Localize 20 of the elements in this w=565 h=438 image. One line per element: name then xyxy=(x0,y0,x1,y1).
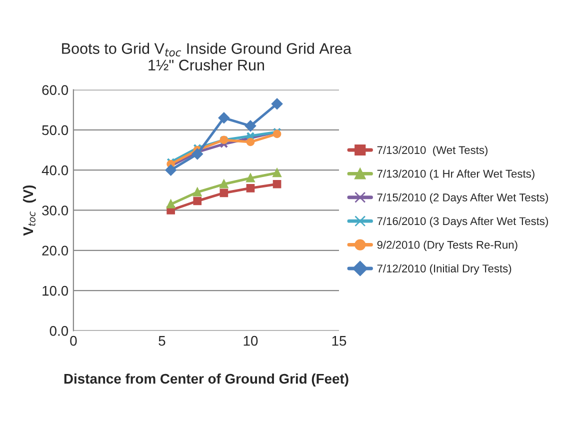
legend-label: 7/12/2010 (Initial Dry Tests) xyxy=(377,264,512,275)
legend-label: 7/13/2010 (1 Hr After Wet Tests) xyxy=(377,170,534,180)
y-tick-label: 50.0 xyxy=(42,125,68,136)
y-tick-label: 20.0 xyxy=(42,246,68,256)
y-tick-label: 40.0 xyxy=(42,165,68,176)
legend-label: 7/15/2010 (2 Days After Wet Tests) xyxy=(377,193,548,204)
y-tick-label: 30.0 xyxy=(42,206,68,216)
x-axis-title: Distance from Center of Ground Grid (Feet) xyxy=(64,374,348,386)
y-tick-label: 10.0 xyxy=(42,286,68,296)
legend-label: 9/2/2010 (Dry Tests Re-Run) xyxy=(377,240,518,251)
y-tick-label: 0.0 xyxy=(50,326,68,336)
x-tick-label: 5 xyxy=(158,336,166,346)
x-tick-label: 10 xyxy=(244,336,258,346)
chart-title: Boots to Grid V$_{toc}$ Inside Ground Grid Area 1½" Crusher Run xyxy=(62,42,352,70)
y-axis-title: V$_{toc}$ (V) xyxy=(22,185,36,236)
x-tick-label: 0 xyxy=(70,336,77,346)
legend-label: 7/16/2010 (3 Days After Wet Tests) xyxy=(377,216,548,228)
x-tick-label: 15 xyxy=(332,336,346,346)
y-tick-label: 60.0 xyxy=(42,85,68,95)
legend-label: 7/13/2010 (Wet Tests) xyxy=(377,146,488,156)
